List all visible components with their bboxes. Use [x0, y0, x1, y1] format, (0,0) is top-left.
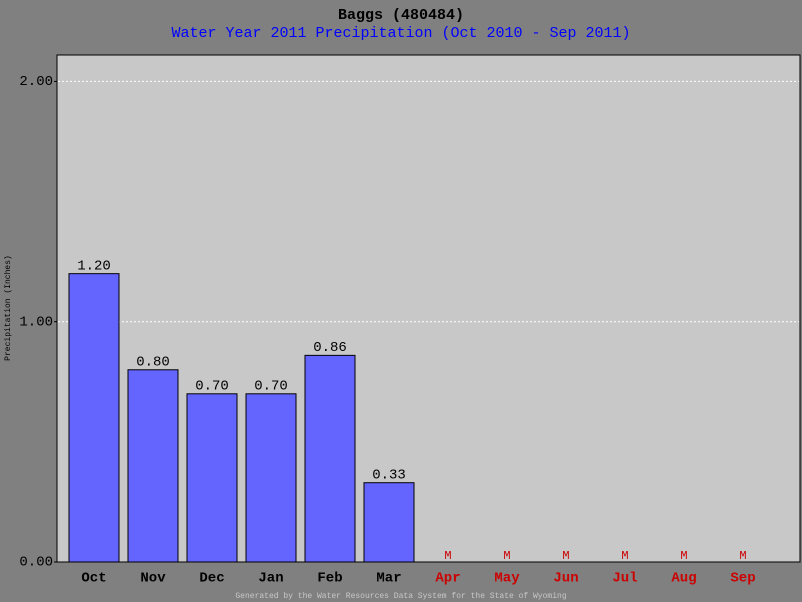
missing-label: M	[562, 549, 569, 563]
bar	[363, 482, 415, 563]
bar	[304, 354, 356, 563]
x-tick-label: Mar	[376, 571, 401, 587]
missing-label: M	[680, 549, 687, 563]
missing-label: M	[503, 549, 510, 563]
value-label: 0.33	[372, 467, 406, 483]
y-tick-label: 0.00	[19, 555, 53, 571]
value-label: 0.70	[195, 379, 229, 395]
chart-title: Baggs (480484)	[338, 7, 464, 24]
missing-label: M	[739, 549, 746, 563]
x-tick-label: Apr	[435, 571, 460, 587]
plot-area	[56, 54, 801, 563]
y-tick-label: 1.00	[19, 314, 53, 330]
x-tick-label: Dec	[199, 571, 224, 587]
x-tick-label: May	[494, 571, 520, 587]
x-tick-label: Aug	[671, 571, 696, 587]
x-tick-label: Jan	[258, 571, 283, 587]
y-tick-label: 2.00	[19, 74, 53, 90]
bar	[186, 393, 238, 563]
x-tick-label: Oct	[81, 571, 106, 587]
x-tick-label: Sep	[730, 571, 755, 587]
missing-label: M	[621, 549, 628, 563]
y-axis-label: Precipitation (Inches)	[4, 255, 13, 361]
x-tick-label: Feb	[317, 571, 342, 587]
value-label: 0.86	[313, 340, 347, 356]
value-label: 0.80	[136, 354, 170, 370]
bar	[127, 369, 179, 563]
chart-subtitle: Water Year 2011 Precipitation (Oct 2010 …	[171, 25, 630, 42]
x-tick-label: Jun	[553, 571, 578, 587]
x-tick-label: Nov	[140, 571, 166, 587]
missing-label: M	[444, 549, 451, 563]
bar	[245, 393, 297, 563]
value-label: 0.70	[254, 379, 288, 395]
footer: Generated by the Water Resources Data Sy…	[235, 592, 566, 601]
value-label: 1.20	[77, 258, 111, 274]
bar	[68, 273, 120, 563]
x-tick-label: Jul	[612, 571, 637, 587]
